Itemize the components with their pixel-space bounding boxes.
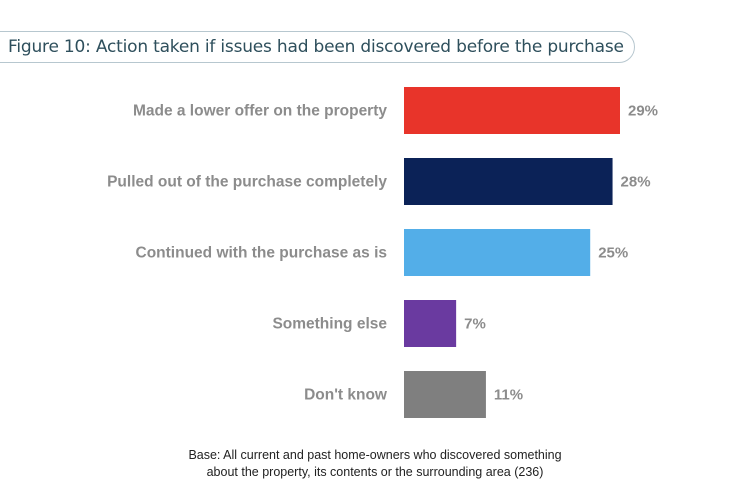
value-label-0: 29% xyxy=(628,103,658,120)
figure-title: Figure 10: Action taken if issues had be… xyxy=(8,37,624,57)
footnote: Base: All current and past home-owners w… xyxy=(0,447,750,481)
bar-0 xyxy=(404,87,620,134)
bar-4 xyxy=(404,371,486,418)
bar-2 xyxy=(404,229,591,276)
value-label-2: 25% xyxy=(598,245,628,262)
footnote-line-2: about the property, its contents or the … xyxy=(206,465,544,479)
title-frame xyxy=(0,31,635,63)
value-label-4: 11% xyxy=(494,387,523,404)
category-label-1: Pulled out of the purchase completely xyxy=(107,174,387,191)
bar-3 xyxy=(404,300,457,347)
bar-1 xyxy=(404,158,613,205)
footnote-line-1: Base: All current and past home-owners w… xyxy=(188,448,562,462)
value-label-3: 7% xyxy=(464,316,486,333)
bar-chart: Made a lower offer on the property 29% Pul… xyxy=(107,87,658,418)
category-label-2: Continued with the purchase as is xyxy=(136,245,387,262)
category-label-4: Don't know xyxy=(304,387,388,404)
category-label-0: Made a lower offer on the property xyxy=(133,103,387,120)
value-label-1: 28% xyxy=(621,174,651,191)
category-label-3: Something else xyxy=(272,316,387,333)
